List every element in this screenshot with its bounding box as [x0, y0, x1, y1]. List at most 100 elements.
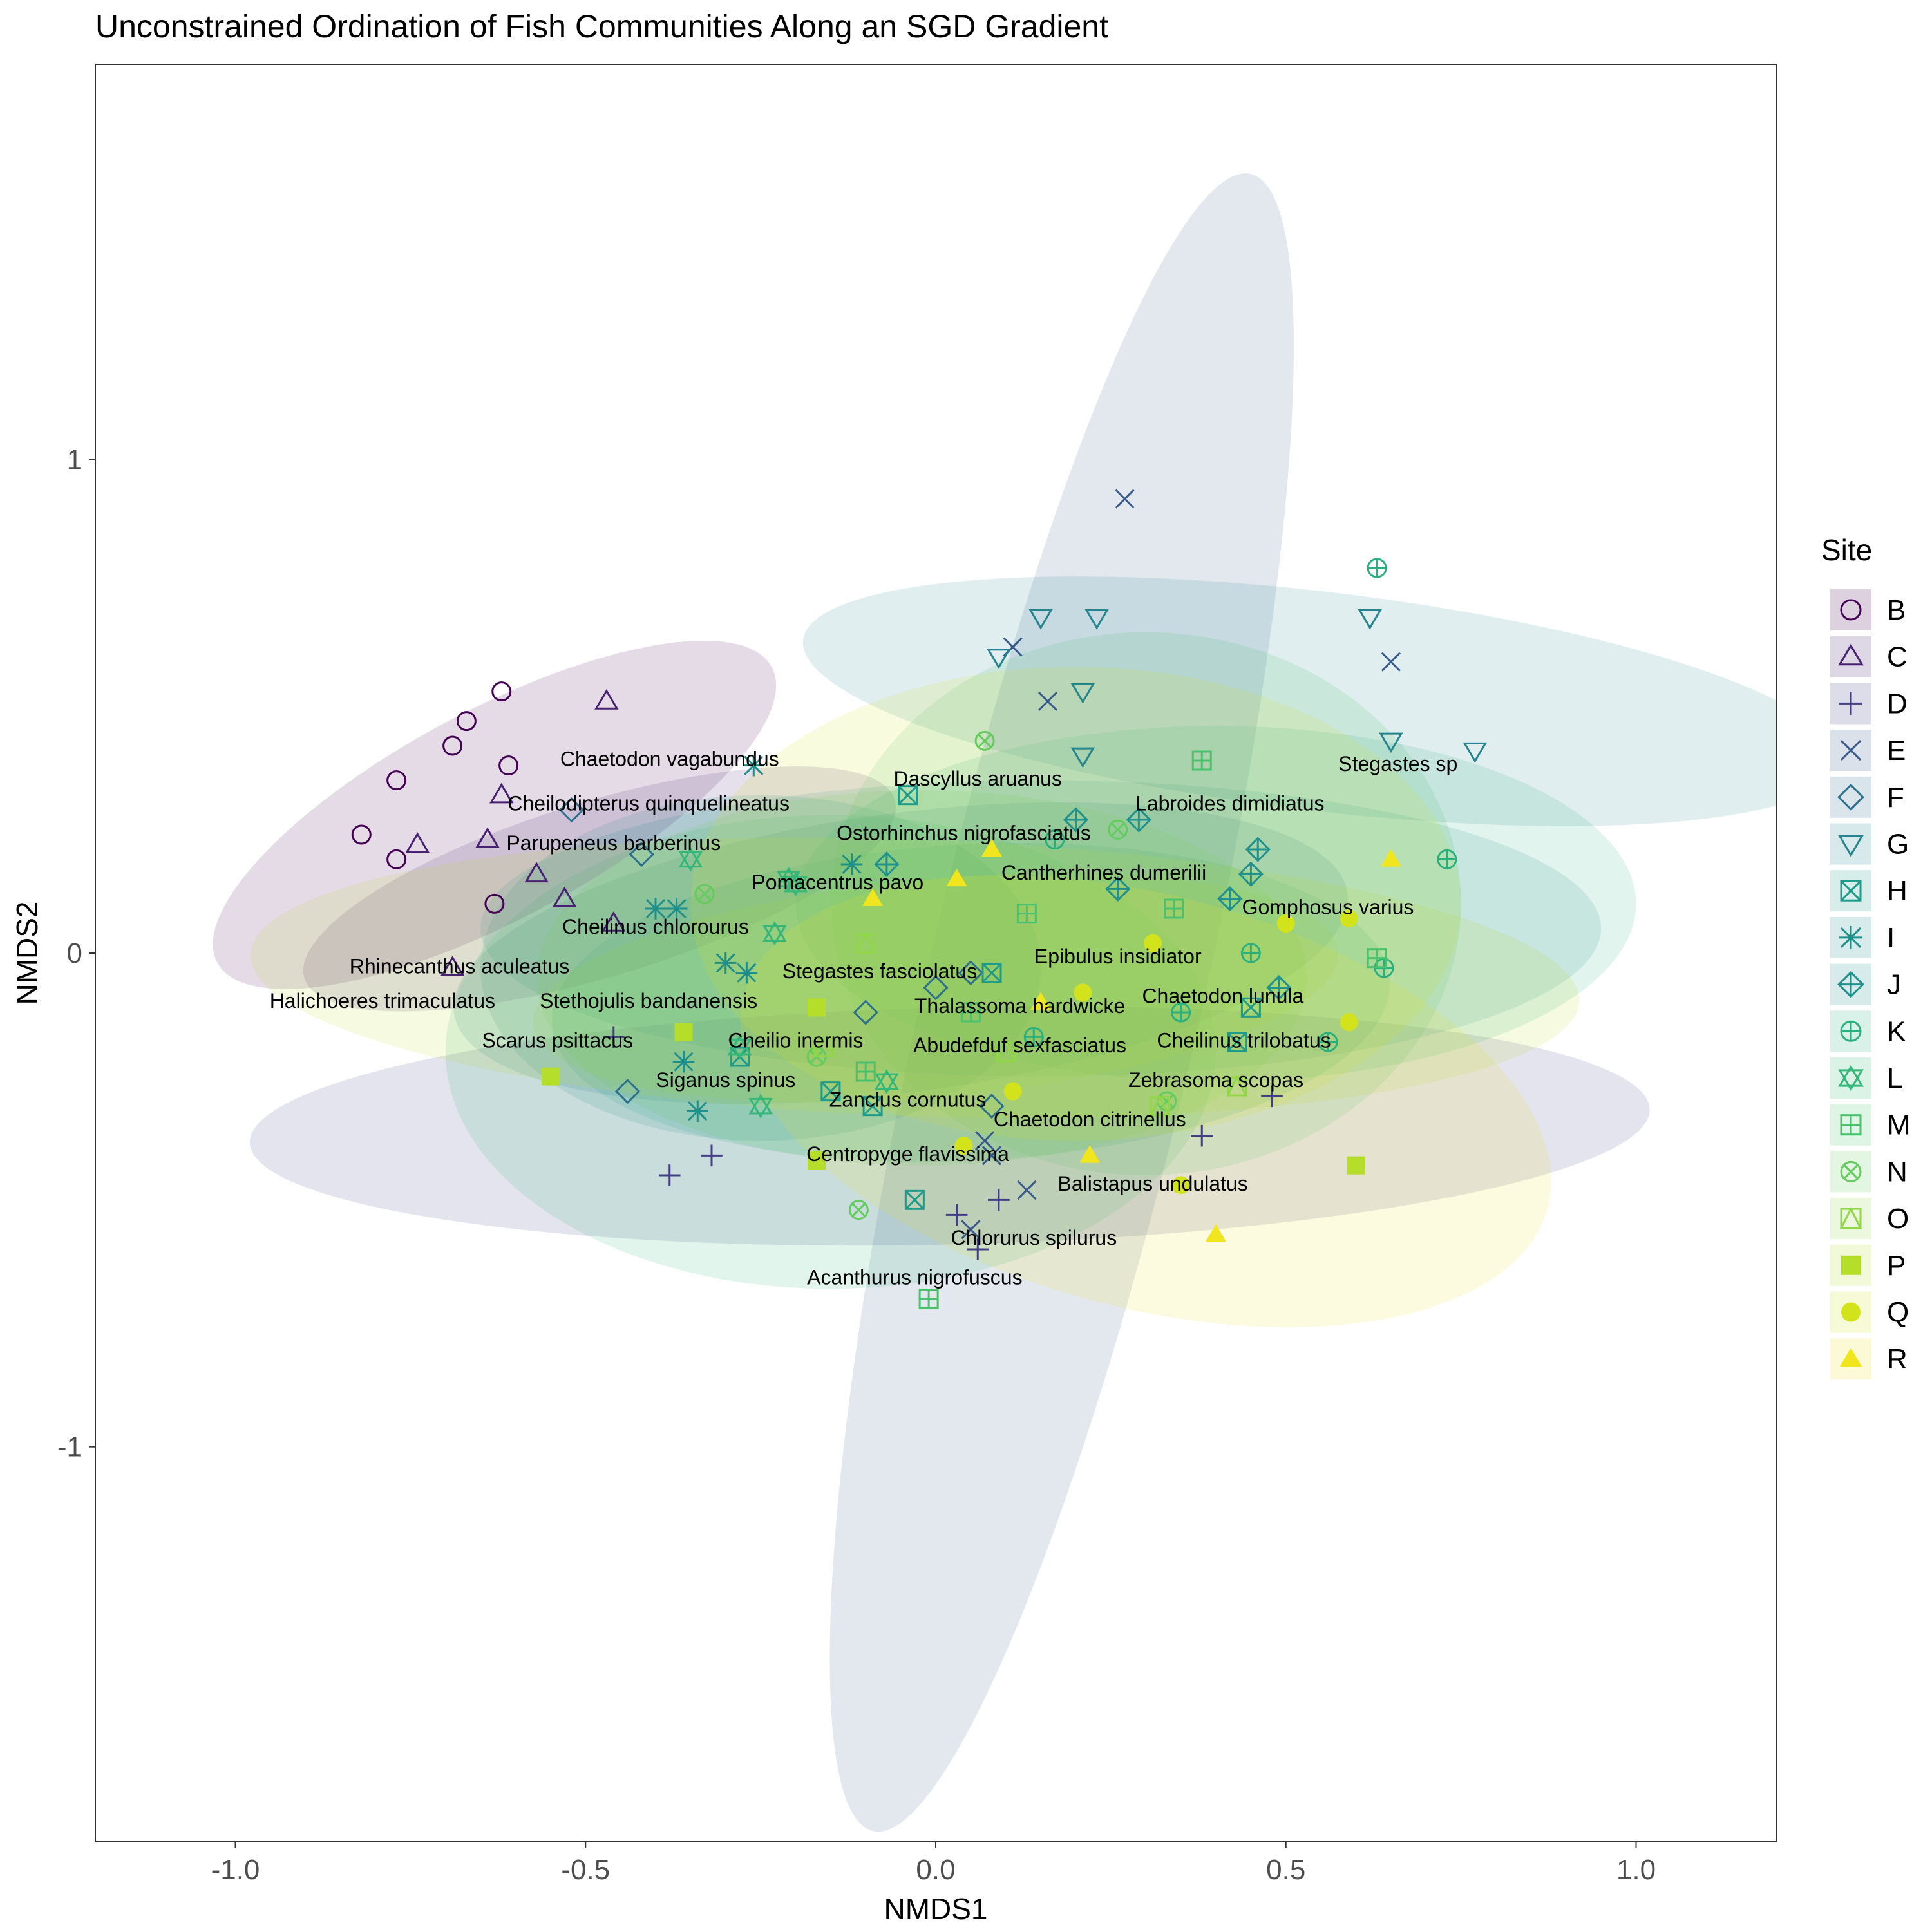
y-axis-title: NMDS2	[10, 901, 44, 1005]
point-site-J-7	[1217, 886, 1243, 912]
legend-label: R	[1887, 1343, 1908, 1375]
species-label: Cheilinus chlorourus	[562, 915, 749, 938]
point-site-O-4	[1149, 1095, 1171, 1117]
legend-item-L: L	[1830, 1057, 1902, 1099]
point-site-G-4	[1070, 683, 1095, 704]
point-site-P-3	[808, 998, 826, 1017]
point-site-H-7	[1240, 997, 1261, 1018]
legend-label: D	[1887, 688, 1908, 719]
series-site-R	[862, 838, 1401, 1242]
point-site-I-6	[672, 1050, 695, 1073]
legend-label: K	[1887, 1016, 1906, 1047]
point-site-M-3	[1367, 948, 1387, 969]
y-axis-ticks: -1 0 1	[57, 444, 95, 1463]
species-label: Chaetodon citrinellus	[994, 1108, 1186, 1131]
series-site-C	[405, 688, 626, 976]
ellipse-site-D-shape	[249, 1006, 1650, 1246]
point-site-K-6	[1023, 1027, 1044, 1047]
legend-key-marker-E	[1840, 740, 1862, 761]
legend-item-G: G	[1830, 823, 1909, 865]
legend-label: F	[1887, 782, 1904, 813]
point-site-J-6	[1238, 861, 1264, 887]
species-label: Acanthurus nigrofuscus	[807, 1265, 1022, 1289]
point-site-N-2	[694, 884, 715, 904]
legend-item-B: B	[1830, 589, 1906, 630]
point-site-M-5	[960, 1002, 981, 1023]
point-site-F-6	[958, 960, 983, 986]
point-site-D-7	[1261, 1085, 1283, 1108]
species-label: Cantherhines dumerilii	[1001, 861, 1206, 884]
ellipse-site-G-shape	[802, 576, 1776, 826]
point-site-E-1	[1115, 489, 1135, 509]
ellipse-site-E-shape	[829, 173, 1294, 1832]
species-label: Cheilio inermis	[728, 1028, 864, 1052]
legend-key-fill	[1830, 636, 1871, 677]
point-site-Q-1	[1144, 934, 1162, 952]
legend-label: P	[1887, 1250, 1906, 1282]
point-site-C-4	[405, 832, 430, 853]
species-label: Gomphosus varius	[1242, 895, 1414, 918]
legend-key-fill	[1830, 1057, 1871, 1099]
legend-item-R: R	[1830, 1338, 1908, 1380]
point-site-I-7	[687, 1100, 709, 1122]
ellipse-site-Q	[690, 667, 1461, 1141]
point-site-B-1	[491, 681, 512, 702]
legend-label: O	[1887, 1203, 1909, 1235]
legend-label: E	[1887, 735, 1906, 766]
ellipse-site-R	[740, 875, 1551, 1327]
point-site-G-6	[1358, 609, 1382, 630]
point-site-R-7	[1030, 992, 1052, 1010]
legend-item-I: I	[1830, 916, 1895, 958]
legend-key-marker-B	[1840, 599, 1862, 621]
series-site-D	[602, 1026, 1283, 1260]
x-tick-label: -0.5	[561, 1854, 610, 1886]
point-site-E-5	[981, 1146, 1002, 1166]
legend-item-J: J	[1830, 963, 1901, 1005]
point-site-M-2	[1164, 898, 1184, 919]
species-label: Scarus psittacus	[482, 1028, 633, 1052]
legend-key-fill	[1830, 1198, 1871, 1240]
legend-item-N: N	[1830, 1151, 1908, 1193]
point-site-O-2	[813, 1036, 835, 1057]
legend-key-marker-F	[1837, 783, 1864, 811]
series-site-Q	[954, 909, 1358, 1195]
point-site-I-8	[840, 853, 863, 875]
species-label: Pomacentrus pavo	[752, 871, 923, 894]
point-site-B-2	[456, 711, 477, 732]
point-site-M-7	[1016, 904, 1037, 924]
legend-label: B	[1887, 594, 1906, 626]
point-site-K-4	[1240, 943, 1261, 963]
point-site-K-2	[1437, 849, 1457, 869]
x-axis-ticks: -1.0 -0.5 0.0 0.5 1.0	[211, 1842, 1656, 1886]
legend-label: G	[1887, 829, 1909, 860]
species-label: Abudefduf sexfasciatus	[913, 1034, 1126, 1057]
point-site-D-2	[658, 1164, 681, 1186]
y-tick-label: 0	[67, 938, 82, 969]
point-site-P-5	[1347, 1156, 1365, 1175]
point-site-Q-5	[1003, 1082, 1022, 1101]
legend-key-fill	[1830, 776, 1871, 818]
point-site-B-4	[498, 755, 519, 776]
point-site-J-3	[1126, 807, 1151, 833]
point-site-O-1	[855, 932, 876, 954]
point-site-P-4	[808, 1151, 826, 1170]
legend-item-D: D	[1830, 683, 1908, 724]
x-tick-label: -1.0	[211, 1854, 260, 1886]
point-site-E-6	[1017, 1180, 1037, 1200]
point-site-D-5	[988, 1189, 1010, 1211]
series-site-O	[813, 932, 1248, 1117]
ellipse-site-M	[830, 632, 1461, 1175]
point-site-D-6	[1191, 1124, 1213, 1147]
point-site-J-4	[1105, 876, 1131, 902]
species-label: Chaetodon lunula	[1142, 984, 1303, 1007]
point-site-N-1	[974, 730, 995, 751]
legend-key-marker-K	[1840, 1020, 1862, 1042]
point-site-C-6	[552, 886, 577, 907]
point-site-L-7	[783, 871, 808, 896]
species-labels-layer: Chaetodon vagabundus Cheilodipterus quinq…	[270, 747, 1458, 1289]
point-site-P-1	[541, 1067, 560, 1086]
point-site-L-4	[748, 1094, 773, 1119]
legend-key-marker-G	[1838, 835, 1864, 857]
point-site-Q-6	[1340, 1013, 1358, 1032]
